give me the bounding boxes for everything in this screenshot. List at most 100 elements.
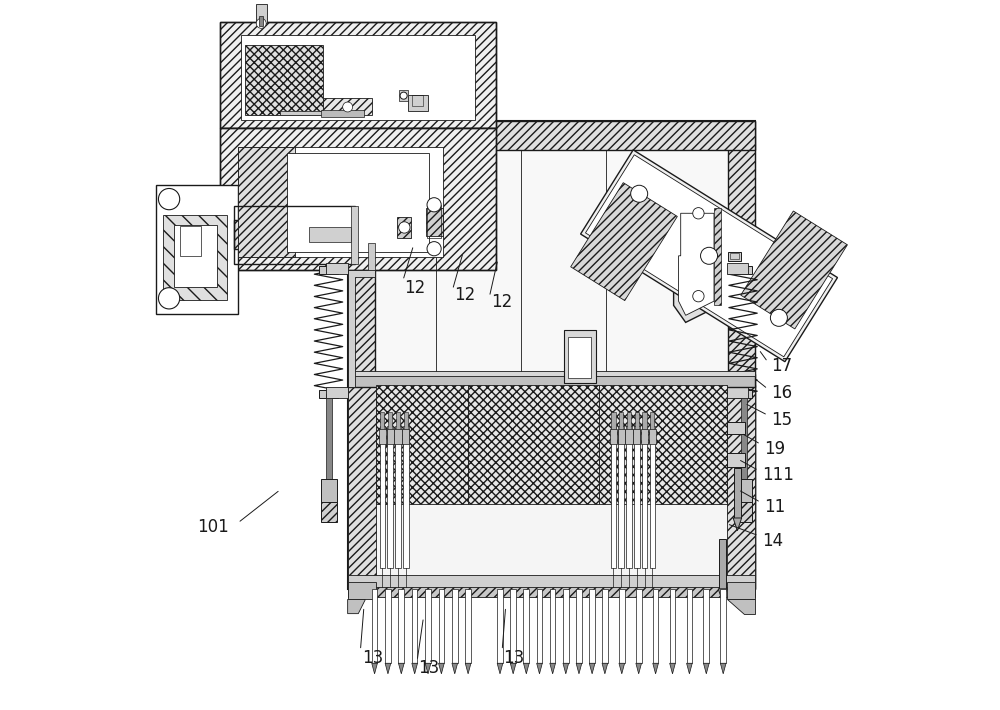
Bar: [426, 207, 443, 236]
Polygon shape: [576, 663, 582, 674]
Bar: [611, 412, 616, 430]
Bar: [385, 589, 391, 663]
Polygon shape: [537, 663, 542, 674]
Bar: [576, 589, 582, 663]
Polygon shape: [602, 663, 608, 674]
Bar: [220, 129, 496, 270]
Bar: [730, 253, 739, 258]
Bar: [465, 589, 471, 663]
Bar: [394, 430, 402, 444]
Text: 13: 13: [419, 659, 440, 677]
Polygon shape: [398, 663, 404, 674]
Bar: [238, 148, 295, 257]
Polygon shape: [523, 663, 529, 674]
Polygon shape: [589, 663, 595, 674]
Circle shape: [631, 185, 648, 202]
Text: 101: 101: [197, 518, 229, 536]
Bar: [650, 412, 654, 430]
Bar: [510, 589, 516, 663]
Bar: [399, 90, 408, 102]
Bar: [348, 385, 755, 589]
Bar: [174, 224, 217, 287]
Bar: [728, 121, 755, 589]
Bar: [727, 385, 755, 589]
Text: 11: 11: [764, 498, 786, 516]
Bar: [618, 426, 624, 567]
Circle shape: [770, 310, 787, 327]
Bar: [625, 430, 633, 444]
Bar: [234, 206, 355, 264]
Bar: [321, 110, 364, 117]
Text: 12: 12: [454, 285, 475, 304]
Circle shape: [693, 290, 704, 302]
Bar: [618, 430, 625, 444]
Polygon shape: [670, 663, 675, 674]
Text: 12: 12: [491, 293, 512, 311]
Polygon shape: [585, 155, 833, 357]
Bar: [412, 95, 423, 106]
Bar: [348, 587, 755, 597]
Bar: [568, 337, 591, 378]
Bar: [425, 589, 431, 663]
Polygon shape: [718, 589, 727, 601]
Bar: [351, 206, 358, 264]
Bar: [641, 430, 648, 444]
Polygon shape: [687, 663, 692, 674]
Bar: [727, 387, 748, 398]
Bar: [321, 502, 337, 522]
Bar: [326, 387, 348, 398]
Bar: [348, 121, 755, 150]
Bar: [403, 426, 409, 567]
Polygon shape: [741, 211, 847, 329]
Bar: [379, 430, 386, 444]
Bar: [736, 502, 752, 522]
Circle shape: [256, 18, 266, 28]
Text: 111: 111: [762, 466, 794, 484]
Polygon shape: [510, 663, 516, 674]
Bar: [602, 589, 608, 663]
Bar: [734, 469, 741, 518]
Bar: [319, 266, 338, 273]
Bar: [741, 394, 747, 483]
Bar: [319, 391, 338, 398]
Bar: [404, 412, 408, 430]
Polygon shape: [465, 663, 471, 674]
Polygon shape: [636, 663, 642, 674]
Bar: [626, 426, 632, 567]
Bar: [395, 426, 401, 567]
Bar: [376, 385, 468, 504]
Bar: [714, 207, 721, 305]
Bar: [326, 263, 348, 273]
Bar: [670, 589, 675, 663]
Polygon shape: [497, 663, 503, 674]
Bar: [396, 412, 400, 430]
Bar: [497, 589, 503, 663]
Bar: [321, 479, 337, 504]
Polygon shape: [280, 111, 323, 116]
Bar: [220, 22, 496, 129]
Bar: [642, 412, 647, 430]
Bar: [241, 35, 475, 120]
Bar: [719, 539, 726, 589]
Polygon shape: [348, 270, 375, 387]
Bar: [287, 153, 429, 252]
Bar: [220, 129, 496, 270]
Circle shape: [427, 241, 441, 256]
Polygon shape: [703, 663, 709, 674]
Bar: [348, 581, 376, 599]
Polygon shape: [348, 599, 365, 613]
Polygon shape: [550, 663, 555, 674]
Text: 16: 16: [771, 384, 792, 403]
Bar: [427, 205, 441, 238]
Polygon shape: [733, 518, 742, 531]
Polygon shape: [727, 599, 755, 613]
Bar: [326, 394, 332, 483]
Polygon shape: [679, 213, 714, 315]
Bar: [372, 589, 377, 663]
Polygon shape: [439, 663, 444, 674]
Polygon shape: [720, 663, 726, 674]
Bar: [589, 589, 595, 663]
Circle shape: [400, 92, 407, 99]
Bar: [408, 95, 428, 111]
Bar: [633, 430, 640, 444]
